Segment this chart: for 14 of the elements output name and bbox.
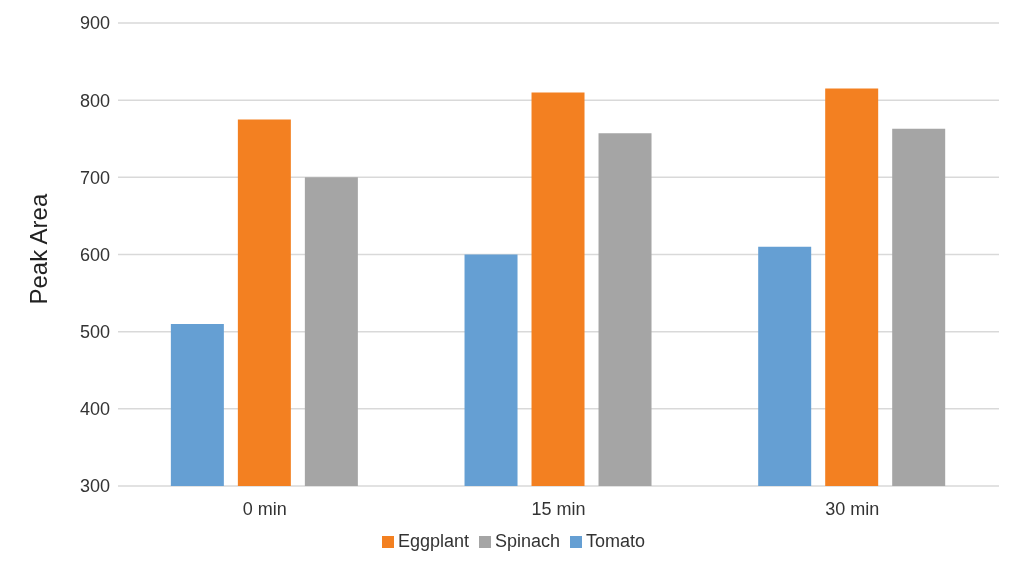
x-tick-label: 0 min [242,498,287,519]
y-tick-label: 400 [79,399,110,420]
x-tick-label: 15 min [531,498,586,519]
y-tick-label: 500 [79,322,110,343]
y-tick-label: 700 [79,167,110,188]
y-tick-label: 600 [79,244,110,265]
x-tick-label: 30 min [825,498,880,519]
legend-label: Eggplant [397,531,469,551]
y-tick-label: 300 [79,476,110,497]
legend-label: Spinach [494,531,561,551]
y-tick-label: 900 [79,13,110,34]
y-axis-title: Peak Area [24,193,52,305]
legend-label: Tomato [586,531,646,551]
y-tick-label: 800 [79,90,110,111]
